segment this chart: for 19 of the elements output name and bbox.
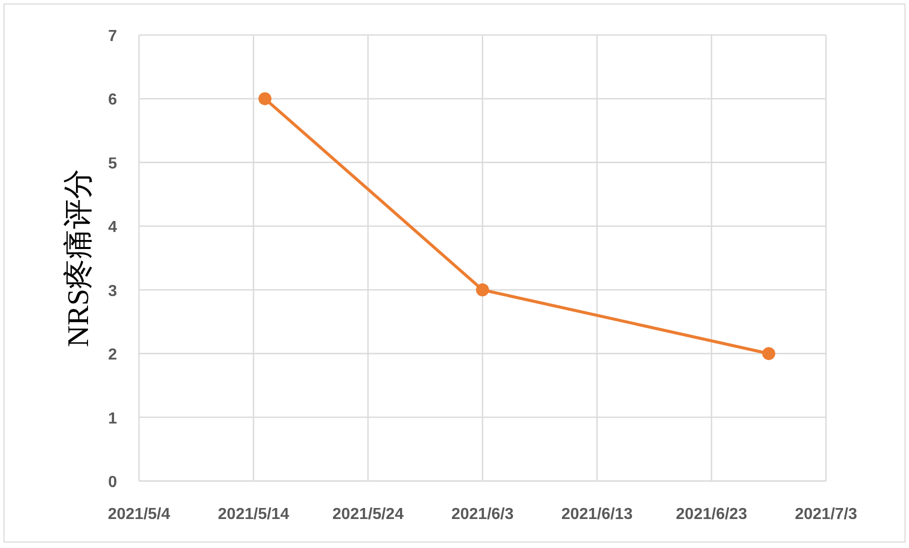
x-tick-label: 2021/6/3 bbox=[451, 506, 514, 523]
y-axis-title: NRS疼痛评分 bbox=[62, 168, 95, 348]
x-tick-label: 2021/5/14 bbox=[218, 506, 290, 523]
point bbox=[258, 92, 272, 106]
x-tick-label: 2021/5/24 bbox=[332, 506, 404, 523]
y-tick-label: 0 bbox=[108, 474, 118, 491]
point bbox=[762, 347, 776, 360]
y-tick-label: 3 bbox=[108, 282, 118, 300]
x-tick-label: 2021/6/23 bbox=[676, 506, 748, 523]
x-tick-label: 2021/7/3 bbox=[794, 506, 858, 523]
y-tick-label: 7 bbox=[108, 28, 118, 45]
y-tick-label: 1 bbox=[108, 410, 118, 428]
y-tick-label: 2 bbox=[108, 346, 118, 364]
x-tick-label: 2021/5/4 bbox=[108, 506, 170, 523]
y-tick-label: 6 bbox=[108, 92, 118, 109]
y-tick-label: 5 bbox=[108, 155, 118, 172]
y-tick-label: 4 bbox=[108, 219, 118, 236]
x-tick-label: 2021/6/13 bbox=[561, 506, 633, 523]
point bbox=[476, 283, 489, 296]
